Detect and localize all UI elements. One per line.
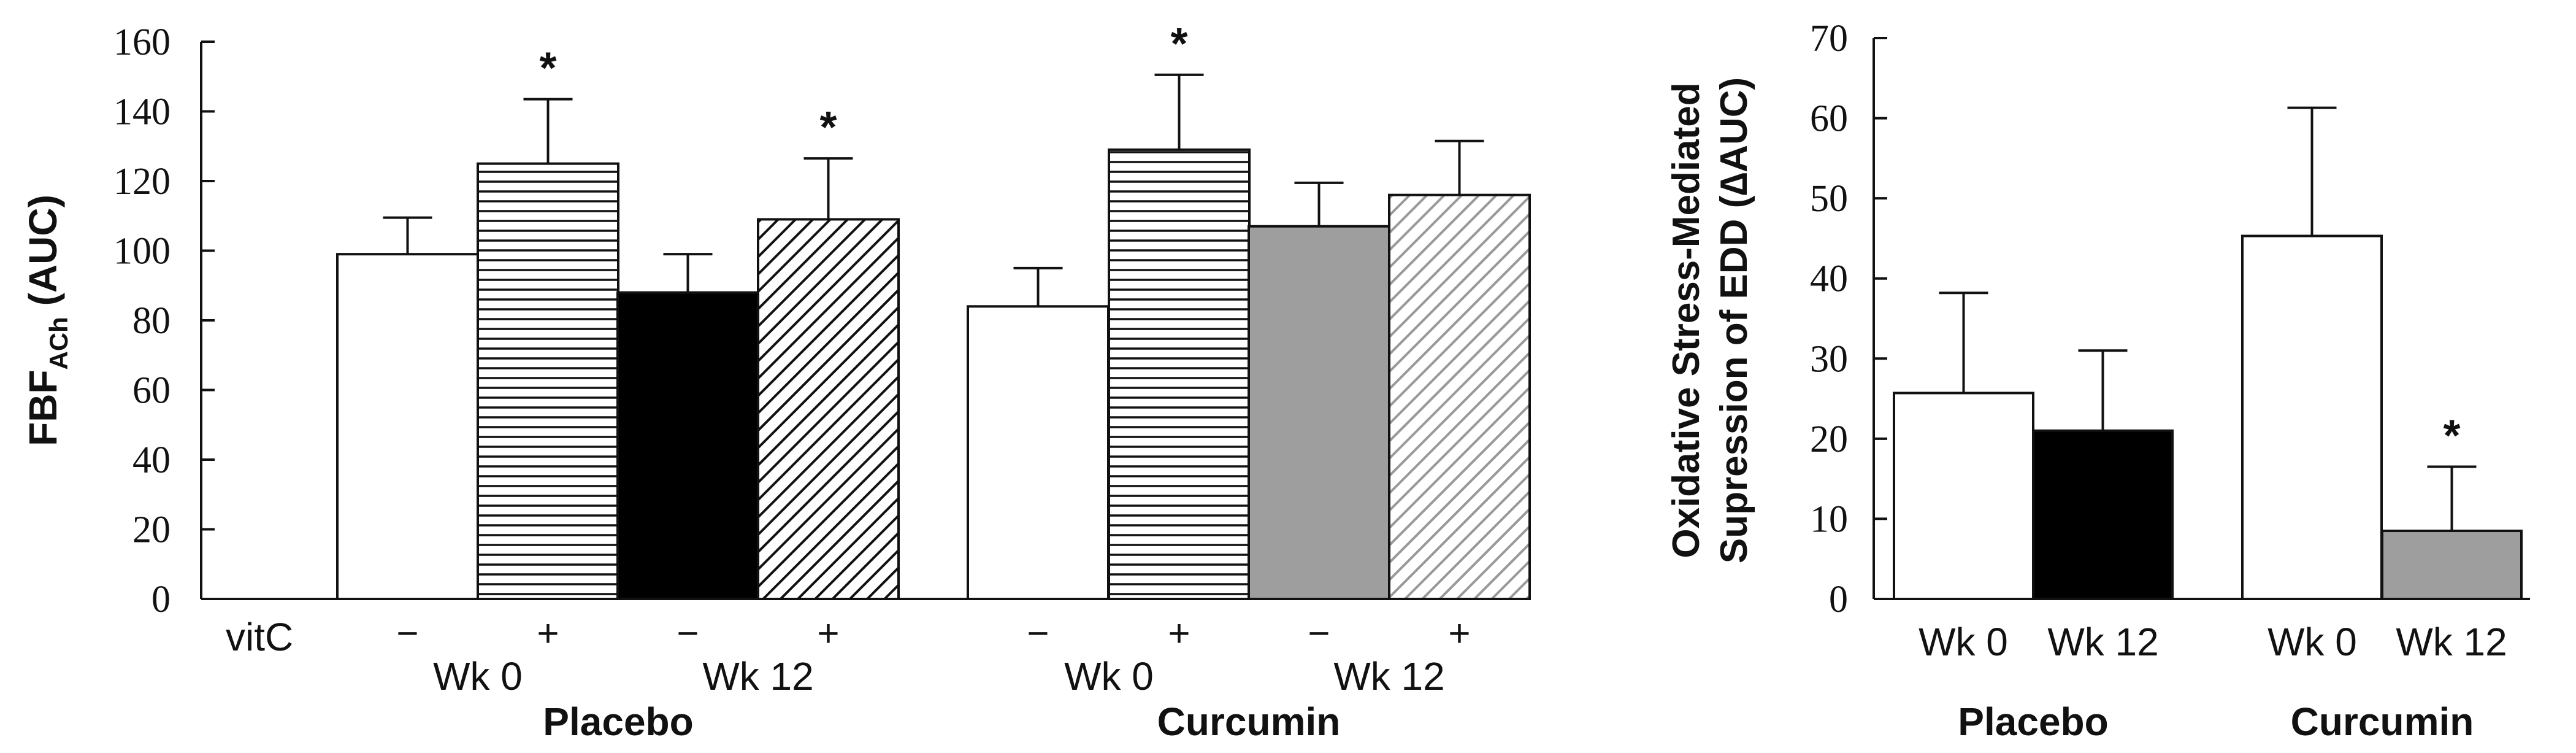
group-label: Placebo [1958, 700, 2108, 744]
y-tick-label: 20 [1810, 419, 1848, 460]
chart-fbf-auc: 0 20 40 60 80 100 120 140 160 FBFACh (AUC) − * + − * + −… [21, 20, 1531, 744]
bar [1388, 193, 1531, 600]
vitc-row-label: vitC [226, 615, 293, 659]
y-axis-title-unit: (AUC) [21, 195, 65, 317]
y-tick-label: 120 [113, 161, 171, 203]
vitc-sign-label: − [677, 612, 699, 655]
y-tick-label: 20 [132, 509, 171, 551]
group-label: Curcumin [1157, 700, 1341, 744]
bar [2241, 234, 2383, 600]
vitc-sign-label: + [817, 612, 839, 655]
vitc-sign-label: + [1448, 612, 1470, 655]
y-tick-label: 50 [1810, 178, 1848, 220]
y-axis-title-main: FBF [21, 369, 65, 446]
y-tick-label: 60 [1810, 98, 1848, 140]
time-label: Wk 12 [1333, 654, 1444, 698]
bar [336, 253, 479, 600]
y-tick-label: 0 [1829, 579, 1848, 620]
y-tick-label: 60 [132, 370, 171, 412]
vitc-sign-label: + [1168, 612, 1190, 655]
bar [616, 291, 759, 600]
time-label: Wk 0 [433, 654, 523, 698]
bar [2381, 530, 2523, 600]
y-tick-label: 10 [1810, 498, 1848, 540]
y-axis-title-subscript: ACh [44, 317, 73, 369]
significance-star: * [539, 44, 556, 93]
bar [1893, 392, 2034, 601]
significance-star: * [819, 103, 837, 152]
y-tick-label: 0 [151, 579, 171, 620]
group-label: Curcumin [2291, 700, 2474, 744]
y-tick-label: 40 [1810, 258, 1848, 300]
y-tick-label: 160 [113, 21, 171, 63]
vitc-sign-label: − [396, 612, 418, 655]
y-tick-label: 70 [1810, 18, 1848, 60]
group-label: Placebo [543, 700, 693, 744]
time-label: Wk 0 [2267, 620, 2357, 664]
bar [967, 305, 1110, 600]
bar [2032, 429, 2174, 600]
vitc-sign-label: − [1027, 612, 1049, 655]
chart-oxidative-stress: 0 10 20 30 40 50 60 70 Oxidative Stress-Mediated… [1665, 18, 2530, 744]
vitc-sign-label: − [1308, 612, 1330, 655]
y-axis-title-line2: Supression of EDD (∆AUC) [1713, 77, 1755, 563]
y-tick-label: 80 [132, 300, 171, 342]
y-tick-label: 140 [113, 91, 171, 133]
bar [1108, 148, 1251, 601]
bar [757, 218, 900, 600]
y-tick-label: 30 [1810, 338, 1848, 380]
bar [1248, 225, 1390, 600]
time-label: Wk 0 [1919, 620, 2008, 664]
time-label: Wk 12 [702, 654, 813, 698]
bar [477, 162, 619, 600]
vitc-sign-label: + [537, 612, 559, 655]
time-label: Wk 12 [2047, 620, 2158, 664]
y-axis-title-line1: Oxidative Stress-Mediated [1665, 82, 1708, 558]
significance-star: * [1170, 20, 1187, 69]
y-tick-label: 100 [113, 231, 171, 272]
y-tick-label: 40 [132, 439, 171, 481]
time-label: Wk 12 [2396, 620, 2507, 664]
time-label: Wk 0 [1064, 654, 1154, 698]
significance-star: * [2443, 412, 2460, 461]
y-axis-title: FBFACh (AUC) [21, 195, 73, 446]
